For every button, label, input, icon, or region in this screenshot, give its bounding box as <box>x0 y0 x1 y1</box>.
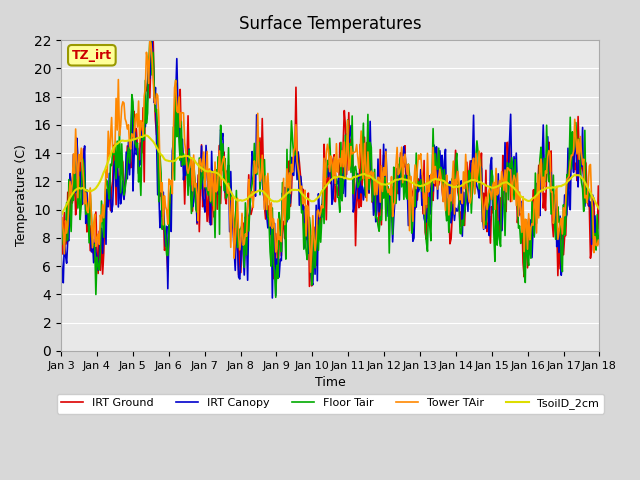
Floor Tair <box>455 194 463 200</box>
Line: IRT Canopy: IRT Canopy <box>61 40 600 298</box>
X-axis label: Time: Time <box>315 376 346 389</box>
Title: Surface Temperatures: Surface Temperatures <box>239 15 422 33</box>
IRT Canopy <box>148 37 156 43</box>
Floor Tair <box>387 203 394 208</box>
IRT Ground <box>306 284 314 289</box>
Tower TAir <box>548 189 556 195</box>
IRT Canopy <box>361 185 369 191</box>
Line: IRT Ground: IRT Ground <box>61 40 600 287</box>
Floor Tair <box>287 153 294 158</box>
Y-axis label: Temperature (C): Temperature (C) <box>15 144 28 246</box>
Tower TAir <box>146 37 154 43</box>
IRT Ground <box>57 239 65 244</box>
IRT Canopy <box>57 252 65 258</box>
TsoilD_2cm <box>547 185 555 191</box>
IRT Ground <box>361 134 369 140</box>
Line: Floor Tair: Floor Tair <box>61 40 600 297</box>
Tower TAir <box>57 224 65 229</box>
IRT Ground <box>387 190 394 195</box>
Floor Tair <box>548 210 556 216</box>
Tower TAir <box>307 269 314 275</box>
Floor Tair <box>272 294 280 300</box>
Text: TZ_irt: TZ_irt <box>72 49 112 62</box>
TsoilD_2cm <box>285 189 293 195</box>
IRT Ground <box>226 188 234 193</box>
IRT Ground <box>596 226 604 231</box>
TsoilD_2cm <box>454 184 461 190</box>
Floor Tair <box>361 177 369 182</box>
Floor Tair <box>226 197 234 203</box>
IRT Canopy <box>287 200 294 206</box>
TsoilD_2cm <box>57 213 65 219</box>
IRT Canopy <box>226 229 234 235</box>
TsoilD_2cm <box>385 181 393 187</box>
IRT Canopy <box>269 295 276 301</box>
TsoilD_2cm <box>226 186 234 192</box>
Legend: IRT Ground, IRT Canopy, Floor Tair, Tower TAir, TsoilD_2cm: IRT Ground, IRT Canopy, Floor Tair, Towe… <box>57 394 604 414</box>
Tower TAir <box>226 206 234 212</box>
Line: Tower TAir: Tower TAir <box>61 40 600 272</box>
IRT Ground <box>285 158 293 164</box>
Tower TAir <box>455 179 463 184</box>
IRT Ground <box>455 194 463 200</box>
Line: TsoilD_2cm: TsoilD_2cm <box>61 135 600 216</box>
IRT Canopy <box>596 240 604 245</box>
Tower TAir <box>285 170 293 176</box>
IRT Canopy <box>548 186 556 192</box>
IRT Ground <box>149 37 157 43</box>
IRT Canopy <box>455 200 463 205</box>
Tower TAir <box>387 192 394 198</box>
IRT Ground <box>548 219 556 225</box>
TsoilD_2cm <box>596 206 604 212</box>
Tower TAir <box>596 243 604 249</box>
Floor Tair <box>57 236 65 241</box>
TsoilD_2cm <box>360 171 367 177</box>
Floor Tair <box>147 37 155 43</box>
Floor Tair <box>596 234 604 240</box>
TsoilD_2cm <box>141 132 149 138</box>
Tower TAir <box>361 141 369 146</box>
IRT Canopy <box>387 190 394 196</box>
